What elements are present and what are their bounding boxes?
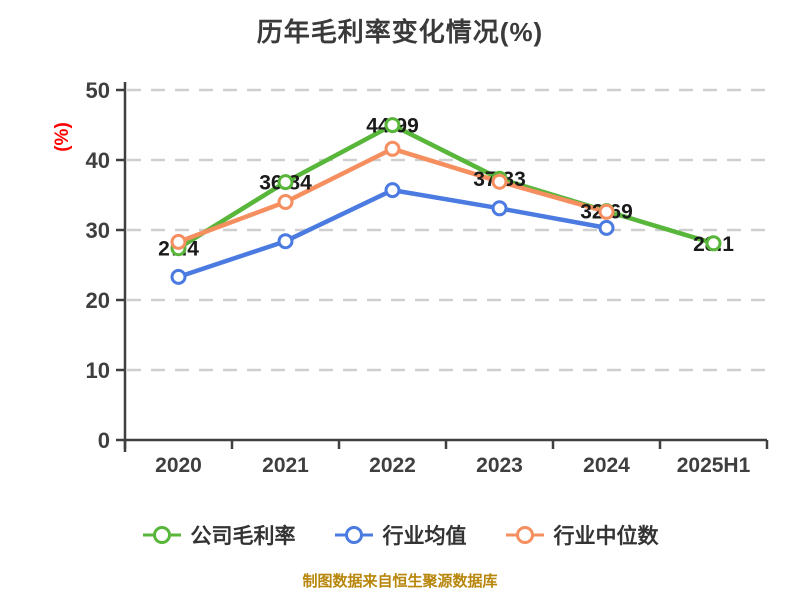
data-source-caption: 制图数据来自恒生聚源数据库	[302, 573, 498, 590]
series-2-marker	[277, 194, 294, 210]
x-tick-label: 2023	[476, 454, 523, 477]
y-tick-label: 10	[86, 358, 110, 383]
gridlines	[127, 88, 767, 372]
legend-line-marker-icon	[334, 526, 373, 544]
legend-item-industry-median[interactable]: 行业中位数	[505, 520, 659, 550]
legend: 公司毛利率 行业均值 行业中位数	[0, 520, 800, 550]
x-tick-label: 2022	[369, 454, 416, 477]
y-tick-labels: 0 10 20 30 40 50	[86, 78, 110, 453]
y-tick-label: 0	[98, 428, 110, 453]
x-tick-labels: 2020 2021 2022 2023 2024 2025H1	[155, 454, 750, 477]
legend-label: 行业均值	[382, 525, 467, 548]
x-tick-label: 2025H1	[677, 454, 751, 477]
series-2-marker	[491, 173, 508, 190]
legend-line-marker-icon	[505, 526, 544, 544]
series-0-marker	[277, 174, 294, 191]
chart-title: 历年毛利率变化情况(%)	[256, 17, 544, 47]
series-1-marker	[384, 182, 401, 199]
legend-label: 行业中位数	[553, 525, 659, 548]
legend-item-industry-average[interactable]: 行业均值	[334, 520, 467, 550]
series-0-marker	[705, 235, 722, 252]
series-line-0	[176, 122, 716, 251]
x-tick-label: 2021	[262, 454, 309, 477]
series-line-1	[176, 187, 609, 280]
x-tick-label: 2020	[155, 454, 202, 477]
series-1-marker	[491, 200, 508, 217]
series-1-marker	[598, 219, 615, 236]
x-tick-label: 2024	[583, 454, 630, 477]
legend-line-marker-icon	[142, 526, 181, 544]
y-tick-label: 30	[86, 218, 110, 243]
series-2-marker	[170, 233, 187, 250]
axes	[116, 82, 769, 452]
series-1-marker	[170, 268, 187, 285]
series-0-marker	[384, 117, 401, 134]
series-2-marker	[384, 140, 401, 157]
series-1-marker	[277, 233, 294, 250]
y-tick-label: 40	[86, 148, 110, 173]
y-tick-label: 50	[86, 78, 110, 103]
legend-item-company-gross-margin[interactable]: 公司毛利率	[142, 520, 296, 550]
y-tick-label: 20	[86, 288, 110, 313]
series-2-marker	[598, 203, 615, 220]
legend-label: 公司毛利率	[190, 525, 296, 548]
